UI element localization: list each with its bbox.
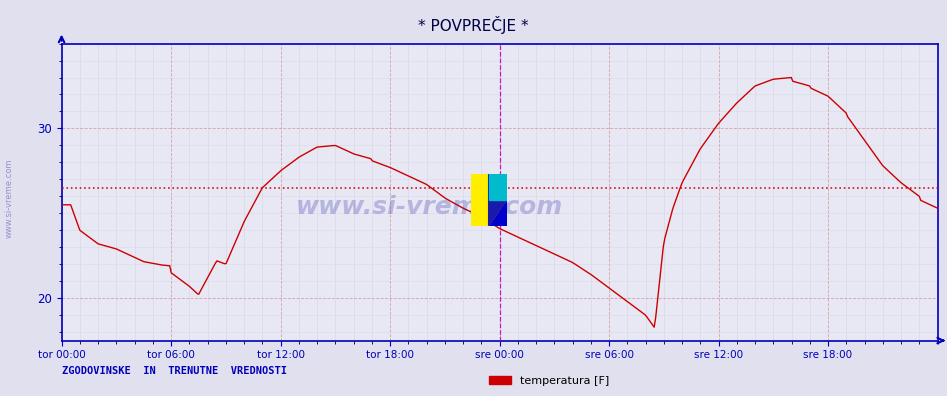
Polygon shape: [489, 200, 507, 226]
Legend: temperatura [F]: temperatura [F]: [485, 371, 614, 390]
Polygon shape: [489, 174, 507, 200]
Polygon shape: [471, 174, 489, 226]
Polygon shape: [489, 174, 507, 226]
Text: www.si-vreme.com: www.si-vreme.com: [5, 158, 14, 238]
Text: www.si-vreme.com: www.si-vreme.com: [295, 195, 563, 219]
Text: * POVPREČJE *: * POVPREČJE *: [419, 16, 528, 34]
Text: ZGODOVINSKE  IN  TRENUTNE  VREDNOSTI: ZGODOVINSKE IN TRENUTNE VREDNOSTI: [62, 366, 287, 376]
